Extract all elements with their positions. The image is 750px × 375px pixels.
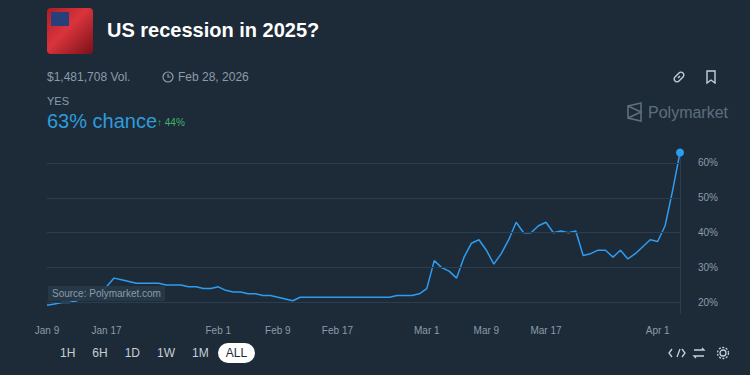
html-text:ALL: ALL xyxy=(225,346,248,360)
svg-text:Feb 17: Feb 17 xyxy=(322,325,354,336)
html-text:1W: 1W xyxy=(157,346,175,360)
svg-text:Jan 17: Jan 17 xyxy=(92,325,122,336)
html-text:63% chance↑ 44%: 63% chance↑ 44% xyxy=(47,110,185,132)
svg-text:30%: 30% xyxy=(698,262,718,273)
svg-text:Jan 9: Jan 9 xyxy=(35,325,60,336)
html-text:6H: 6H xyxy=(92,346,108,360)
svg-text:Mar 9: Mar 9 xyxy=(474,325,500,336)
html-text:1H: 1H xyxy=(60,346,76,360)
html-text:1M: 1M xyxy=(192,346,209,360)
html-text:Polymarket: Polymarket xyxy=(648,104,728,121)
svg-text:Apr 1: Apr 1 xyxy=(646,325,670,336)
svg-text:40%: 40% xyxy=(698,227,718,238)
svg-text:Mar 17: Mar 17 xyxy=(530,325,562,336)
html-text:1D: 1D xyxy=(124,346,140,360)
svg-text:Mar 1: Mar 1 xyxy=(414,325,440,336)
svg-text:Feb 9: Feb 9 xyxy=(265,325,291,336)
html-text:YES: YES xyxy=(47,95,69,107)
svg-text:Feb 1: Feb 1 xyxy=(205,325,231,336)
html-text:$1,481,708 Vol.: $1,481,708 Vol. xyxy=(47,70,131,84)
svg-text:50%: 50% xyxy=(698,192,718,203)
html-text:Source: Polymarket.com: Source: Polymarket.com xyxy=(52,288,161,299)
html-text:US recession in 2025?: US recession in 2025? xyxy=(107,19,320,41)
html-text:Feb 28, 2026: Feb 28, 2026 xyxy=(178,70,249,84)
svg-text:60%: 60% xyxy=(698,157,718,168)
svg-text:20%: 20% xyxy=(698,297,718,308)
